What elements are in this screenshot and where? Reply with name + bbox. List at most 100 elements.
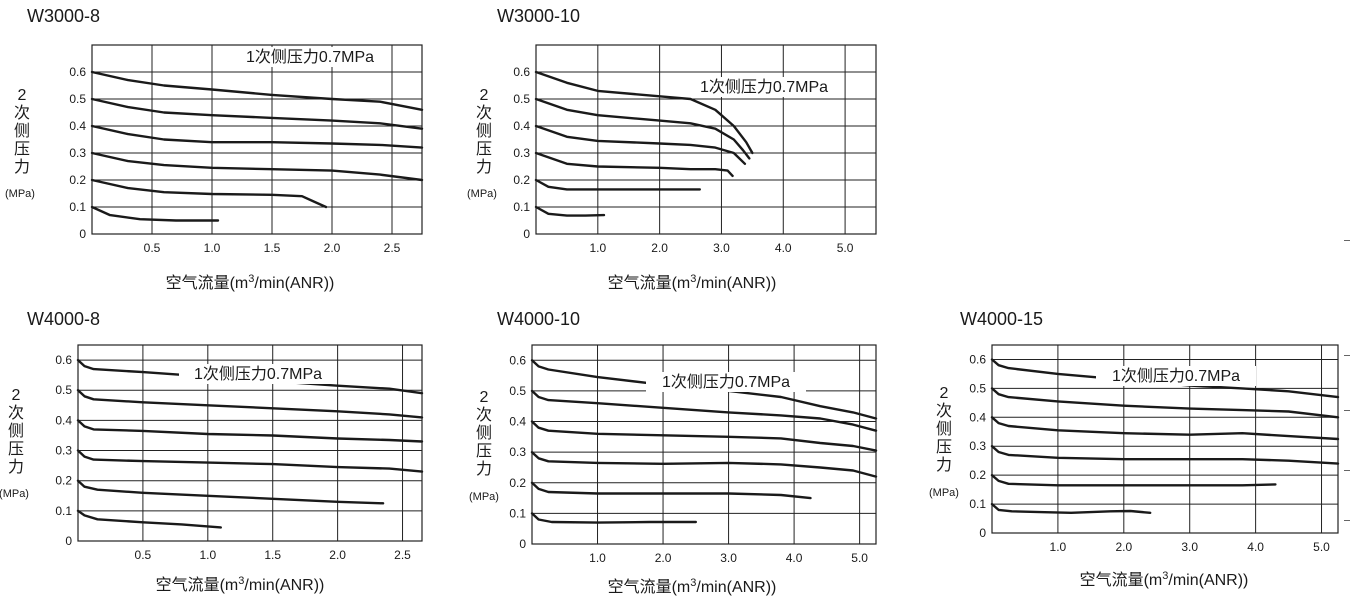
x-tick-label: 2.0 — [329, 548, 346, 562]
series-line-3 — [534, 124, 747, 165]
x-tick-label: 4.0 — [775, 241, 792, 255]
edge-tick-mark — [1344, 355, 1350, 356]
series-line-4 — [990, 445, 1340, 465]
series-line-4 — [76, 449, 424, 473]
y-tick-label: 0 — [519, 537, 526, 551]
y-tick-label: 0.1 — [55, 504, 72, 518]
y-tick-label: 0.2 — [55, 474, 72, 488]
pressure-annotation: 1次侧压力0.7MPa — [194, 365, 322, 383]
annotation-backing — [230, 47, 390, 67]
y-tick-label: 0 — [979, 526, 986, 540]
pressure-annotation: 1次侧压力0.7MPa — [1112, 367, 1240, 385]
x-tick-label: 1.5 — [264, 548, 281, 562]
series-line-6 — [990, 502, 1152, 514]
y-tick-label: 0 — [79, 227, 86, 241]
series-line-2 — [530, 389, 878, 432]
y-axis-label-char: 压 — [476, 443, 492, 460]
chart-title: W3000-10 — [497, 6, 580, 26]
y-axis-label-char: 2 — [480, 389, 489, 406]
y-axis-label-char: 2 — [18, 87, 27, 104]
annotation-backing — [646, 372, 806, 392]
plot-frame — [77, 344, 423, 542]
annotation-backing — [684, 77, 844, 97]
series-line-4 — [534, 151, 734, 178]
series-line-5 — [534, 178, 701, 191]
pressure-annotation: 1次侧压力0.7MPa — [662, 373, 790, 391]
y-tick-label: 0.5 — [509, 384, 526, 398]
x-tick-label: 1.0 — [1050, 540, 1067, 554]
series-line-3 — [76, 419, 424, 443]
y-tick-label: 0.5 — [69, 92, 86, 106]
y-tick-label: 0.3 — [969, 439, 986, 453]
x-tick-label: 2.5 — [394, 548, 411, 562]
y-tick-label: 0.1 — [969, 497, 986, 511]
chart-title: W3000-8 — [27, 6, 100, 26]
x-tick-label: 3.0 — [1181, 540, 1198, 554]
y-axis-label-char: 压 — [14, 141, 30, 158]
chart-3: W4000-8 0 0.1 0.2 0.3 0.4 0.5 0.6 0.5 1.0 1.5 2.0 2.… — [0, 309, 424, 594]
y-axis-label-char: 侧 — [8, 422, 24, 440]
y-tick-label: 0.2 — [513, 173, 530, 187]
y-axis-label-char: 力 — [476, 460, 492, 478]
chart-5: W4000-15 0 0.1 0.2 0.3 0.4 0.5 0.6 1.0 2.0 3.0 4.0 5… — [929, 309, 1340, 589]
x-axis-label: 空气流量(m3/min(ANR)) — [608, 273, 777, 292]
x-tick-label: 5.0 — [1313, 540, 1330, 554]
x-tick-label: 1.0 — [199, 548, 216, 562]
x-axis-label: 空气流量(m3/min(ANR)) — [166, 273, 335, 292]
series-line-3 — [530, 420, 878, 452]
y-tick-label: 0.6 — [69, 65, 86, 79]
series-line-2 — [90, 97, 424, 130]
series-line-2 — [990, 387, 1340, 419]
x-tick-label: 3.0 — [713, 241, 730, 255]
x-tick-label: 0.5 — [144, 241, 161, 255]
y-tick-label: 0.6 — [55, 353, 72, 367]
y-axis-label-char: 次 — [8, 404, 24, 422]
y-axis-unit: (MPa) — [5, 188, 35, 200]
y-tick-label: 0.6 — [509, 353, 526, 367]
y-axis-label-char: 2 — [480, 87, 489, 104]
plot-frame — [531, 344, 877, 545]
y-axis-label-char: 次 — [476, 104, 492, 122]
chart-1: W3000-8 0 0.1 0.2 0.3 0.4 0.5 0.6 0.5 1.0 1.5 2.0 2.… — [5, 6, 424, 292]
x-tick-label: 1.0 — [589, 241, 606, 255]
y-tick-label: 0.3 — [69, 146, 86, 160]
y-axis-label-char: 侧 — [476, 122, 492, 140]
y-tick-label: 0.5 — [969, 381, 986, 395]
y-tick-label: 0.5 — [55, 383, 72, 397]
chart-title: W4000-15 — [960, 309, 1043, 329]
y-axis-unit: (MPa) — [929, 487, 959, 499]
x-tick-label: 4.0 — [786, 551, 803, 565]
y-axis-label-char: 力 — [936, 456, 952, 474]
y-tick-label: 0 — [65, 534, 72, 548]
chart-title: W4000-8 — [27, 309, 100, 329]
y-tick-label: 0 — [523, 227, 530, 241]
y-tick-label: 0.1 — [509, 506, 526, 520]
y-tick-label: 0.3 — [55, 444, 72, 458]
x-tick-label: 3.0 — [720, 551, 737, 565]
y-axis-label-char: 侧 — [936, 420, 952, 438]
series-line-2 — [534, 97, 751, 160]
y-axis-label-char: 力 — [476, 158, 492, 176]
x-tick-label: 1.0 — [204, 241, 221, 255]
x-axis-label: 空气流量(m3/min(ANR)) — [156, 575, 325, 594]
series-line-3 — [90, 124, 424, 149]
series-line-6 — [534, 205, 606, 217]
y-axis-unit: (MPa) — [467, 188, 497, 200]
y-tick-label: 0.2 — [509, 476, 526, 490]
chart-2: W3000-10 0 0.1 0.2 0.3 0.4 0.5 0.6 1.0 2.0 3.0 4.0 5… — [467, 6, 877, 292]
pressure-annotation: 1次侧压力0.7MPa — [246, 48, 374, 66]
y-axis-label-char: 侧 — [14, 122, 30, 140]
edge-tick-mark — [1344, 520, 1350, 521]
edge-tick-mark — [1344, 410, 1350, 411]
y-tick-label: 0.2 — [69, 173, 86, 187]
y-axis-unit: (MPa) — [0, 488, 29, 500]
plot-frame — [91, 44, 423, 235]
chart-4: W4000-10 0 0.1 0.2 0.3 0.4 0.5 0.6 1.0 2.0 3.0 4.0 5… — [469, 309, 878, 596]
y-axis-label-char: 压 — [476, 141, 492, 158]
x-tick-label: 2.0 — [1115, 540, 1132, 554]
x-tick-label: 5.0 — [837, 241, 854, 255]
y-axis-label-char: 侧 — [476, 424, 492, 442]
y-axis-unit: (MPa) — [469, 491, 499, 503]
y-axis-label-char: 次 — [936, 402, 952, 420]
x-tick-label: 2.0 — [655, 551, 672, 565]
